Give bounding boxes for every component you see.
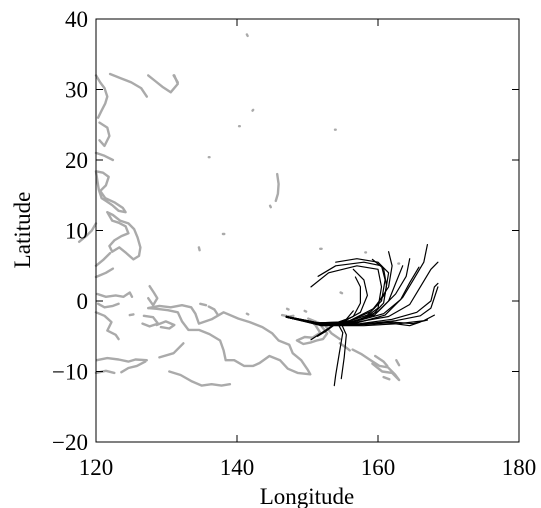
coastline-segment-43 — [245, 312, 250, 316]
coastline-segment-49 — [128, 313, 135, 317]
y-tick-label: 40 — [65, 7, 88, 32]
y-tick-label: −20 — [52, 430, 88, 455]
coastline-segment-21 — [146, 304, 312, 376]
x-tick-label: 140 — [220, 455, 255, 480]
coastline-segment-7 — [106, 210, 142, 261]
coastline-segment-40 — [339, 291, 344, 295]
trajectory-line-21 — [285, 258, 388, 325]
coastline-segment-48 — [245, 33, 249, 38]
coastline-segment-8 — [77, 222, 98, 244]
coastline-segment-29 — [351, 348, 401, 382]
coastline-segment-2 — [146, 74, 180, 94]
x-tick-label: 180 — [502, 455, 537, 480]
coastline-segment-41 — [303, 309, 308, 313]
coastline-segment-31 — [382, 375, 391, 381]
coastline-segment-18 — [146, 285, 159, 307]
trajectory-line-15 — [285, 316, 344, 387]
plot-data-layer — [77, 33, 439, 387]
coastline-segment-30 — [374, 354, 389, 368]
coastline-segment-35 — [274, 172, 280, 203]
coastline-segment-28 — [338, 342, 351, 352]
x-axis-ticks: 120 140 160 180 — [79, 19, 537, 480]
coastline-segment-42 — [285, 307, 290, 311]
y-tick-label: 20 — [65, 148, 88, 173]
coastline-segment-19 — [155, 320, 176, 330]
coastline-segment-3 — [172, 74, 180, 84]
coastline-segment-45 — [251, 108, 255, 112]
y-tick-label: 30 — [65, 78, 88, 103]
coastline-segment-10 — [94, 267, 115, 279]
coastline-segment-5 — [94, 151, 115, 162]
coastline-segment-0 — [94, 74, 109, 119]
coastline-segment-4 — [98, 121, 111, 148]
coastline-segment-24 — [199, 302, 208, 307]
y-tick-label: −10 — [52, 360, 88, 385]
y-axis-label: Latitude — [10, 192, 35, 269]
coastline-segment-22 — [168, 370, 232, 387]
coastline-segment-9 — [94, 251, 112, 267]
coastline-segment-14 — [95, 356, 149, 363]
coastline-segment-23 — [207, 305, 220, 317]
coastline-segment-6 — [94, 170, 127, 214]
y-axis-ticks: −20 −10 0 10 20 30 40 — [52, 7, 519, 455]
coastline-segment-34 — [197, 246, 201, 252]
coastline-segment-16 — [120, 360, 147, 374]
y-tick-label: 10 — [65, 219, 88, 244]
y-tick-label: 0 — [77, 289, 89, 314]
coastline-segment-11 — [96, 291, 134, 298]
trajectory-line-5 — [285, 244, 428, 326]
x-tick-label: 160 — [361, 455, 396, 480]
coastline-segment-20 — [158, 342, 185, 359]
coastline-segment-13 — [94, 311, 120, 341]
coastline-segment-12 — [96, 302, 120, 309]
coastline-segment-15 — [94, 369, 116, 375]
plot-area-frame — [95, 18, 520, 443]
coastline-segment-36 — [268, 204, 272, 209]
coastline-segment-25 — [295, 317, 329, 346]
x-tick-label: 120 — [79, 455, 114, 480]
coastline-segment-32 — [395, 359, 401, 367]
x-axis-label: Longitude — [260, 484, 355, 508]
coastline-segment-1 — [108, 72, 149, 98]
